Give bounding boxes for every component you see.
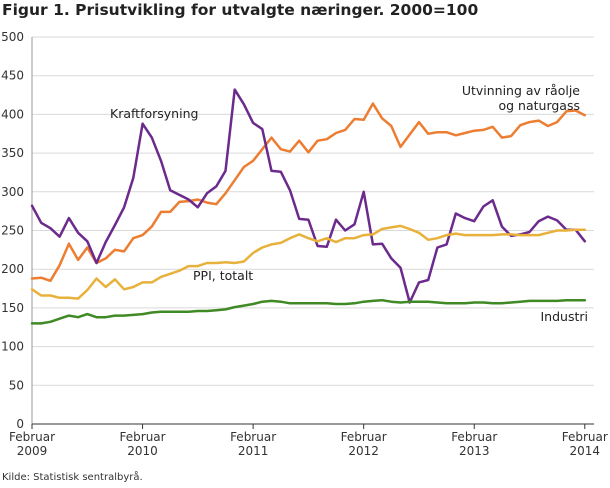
series-annotations: Kraftforsyning Utvinning av råolje og na…: [110, 83, 588, 324]
label-industri: Industri: [541, 309, 589, 324]
y-tick-50: 50: [9, 378, 24, 392]
y-tick-400: 400: [1, 107, 24, 121]
x-tick-labels: Februar 2009 Februar 2010 Februar 2011 Februar…: [9, 430, 608, 458]
series-line-kraftforsyning: [30, 88, 587, 304]
y-tick-100: 100: [1, 340, 24, 354]
label-utvinning-line1: Utvinning av råolje: [462, 83, 580, 98]
x-tick-2012: Februar 2012: [341, 430, 387, 458]
y-tick-350: 350: [1, 146, 24, 160]
series-line-ppi-totalt: [30, 224, 587, 300]
x-tick-2010: Februar 2010: [120, 430, 166, 458]
series-line-utvinning-av-r-olje-og-naturgass: [30, 102, 587, 283]
x-tick-2011: Februar 2011: [230, 430, 276, 458]
y-tick-labels: 0 50 100 150 200 250 300 350 400 450 500: [1, 30, 24, 431]
y-tick-300: 300: [1, 185, 24, 199]
y-tick-0: 0: [16, 417, 24, 431]
label-ppi-totalt: PPI, totalt: [193, 268, 253, 283]
y-tick-250: 250: [1, 224, 24, 238]
series-lines: [30, 88, 587, 325]
y-tick-450: 450: [1, 69, 24, 83]
axes: [31, 37, 594, 429]
y-tick-150: 150: [1, 301, 24, 315]
y-tick-500: 500: [1, 30, 24, 44]
series-line-industri: [30, 298, 587, 325]
label-utvinning-line2: og naturgass: [498, 98, 580, 113]
x-tick-2013: Februar 2013: [451, 430, 497, 458]
x-tick-2014: Februar 2014: [562, 430, 608, 458]
label-kraftforsyning: Kraftforsyning: [110, 106, 198, 121]
x-tick-2009: Februar 2009: [9, 430, 55, 458]
y-tick-200: 200: [1, 262, 24, 276]
source-note: Kilde: Statistisk sentralbyrå.: [2, 472, 143, 483]
figure-title: Figur 1. Prisutvikling for utvalgte næri…: [2, 1, 479, 19]
